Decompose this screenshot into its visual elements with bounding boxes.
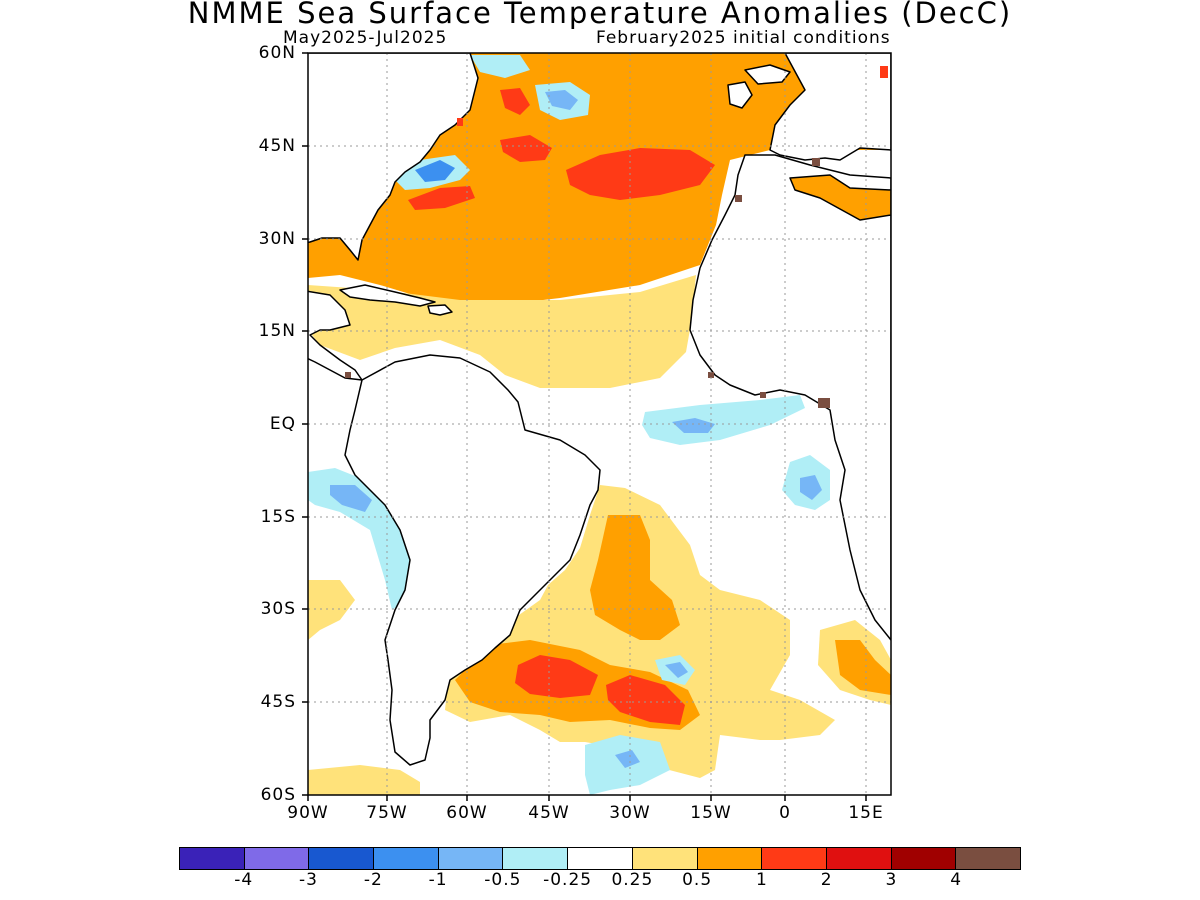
lat-label-45n: 45N — [258, 136, 296, 156]
lon-label-0: 0 — [779, 803, 791, 823]
colorbar-swatch-6 — [568, 848, 633, 869]
lon-label-60w: 60W — [446, 803, 488, 823]
anomaly-region-north-atlantic-red — [566, 148, 715, 200]
colorbar-swatch-12 — [956, 848, 1020, 869]
colorbar-label: 2 — [820, 870, 833, 890]
lat-label-15s: 15S — [260, 507, 296, 527]
anomaly-region-gulf-stream-red — [408, 186, 475, 210]
anomaly-region-south-atlantic-red-2 — [606, 675, 685, 725]
graticule — [308, 53, 891, 795]
colorbar-label: 4 — [950, 870, 963, 890]
colorbar-label: 0.5 — [682, 870, 713, 890]
lat-label-30s: 30S — [260, 599, 296, 619]
colorbar-swatch-3 — [374, 848, 439, 869]
colorbar-swatch-0 — [180, 848, 245, 869]
coastal-anomaly-specks — [345, 66, 888, 408]
initial-conditions-label: February2025 initial conditions — [596, 28, 891, 48]
colorbar-swatch-11 — [891, 848, 957, 869]
anomaly-region-equatorial-cool — [642, 395, 805, 445]
anomaly-region-northern-red — [500, 88, 530, 115]
colorbar-label: -0.25 — [543, 870, 593, 890]
anomaly-region-equatorial-blue — [672, 418, 715, 433]
anomaly-region-north-cool-2b — [545, 90, 578, 110]
lon-label-15w: 15W — [690, 803, 732, 823]
lat-label-60n: 60N — [258, 43, 296, 63]
colorbar-swatch-9 — [762, 848, 827, 869]
anomaly-region-mid-south-blue — [665, 662, 688, 678]
colorbar-legend — [179, 847, 1021, 870]
colorbar-label: -0.5 — [484, 870, 522, 890]
colorbar-swatch-2 — [309, 848, 375, 869]
iceland-island — [744, 64, 791, 85]
mediterranean-sea — [789, 174, 891, 221]
lat-label-15n: 15N — [258, 321, 296, 341]
anomaly-region-north-cool-1 — [470, 55, 530, 78]
valid-period-label: May2025-Jul2025 — [283, 28, 448, 48]
anomaly-region-southern-ocean-yellow — [308, 765, 420, 795]
colorbar-label: 3 — [885, 870, 898, 890]
colorbar-label: 0.25 — [611, 870, 654, 890]
lat-label-60s: 60S — [260, 785, 296, 805]
lat-label-30n: 30N — [258, 229, 296, 249]
lat-label-45s: 45S — [260, 692, 296, 712]
colorbar-swatch-7 — [632, 848, 698, 869]
colorbar-label: -4 — [234, 870, 254, 890]
colorbar-swatch-8 — [697, 848, 763, 869]
colorbar-swatch-4 — [438, 848, 504, 869]
colorbar-label: -3 — [299, 870, 318, 890]
hispaniola-island — [427, 304, 453, 316]
map-title: NMME Sea Surface Temperature Anomalies (… — [187, 0, 1013, 30]
anomaly-region-south-cool-blue — [615, 750, 640, 768]
colorbar-swatch-1 — [244, 848, 310, 869]
anomaly-region-newfoundland-blue — [415, 160, 455, 182]
anomaly-region-peru-blue — [330, 485, 372, 512]
lat-label-eq: EQ — [269, 414, 296, 434]
lon-label-45w: 45W — [528, 803, 570, 823]
land-layer — [308, 53, 891, 766]
europe-landmass — [769, 53, 891, 161]
cuba-island — [339, 284, 436, 307]
axis-ticks — [302, 52, 867, 801]
anomaly-region-peru-cool — [308, 468, 412, 610]
colorbar-swatch-5 — [503, 848, 569, 869]
colorbar-label: 1 — [756, 870, 768, 890]
anomaly-region-labrador-red — [500, 135, 552, 162]
anomaly-region-south-atlantic-red-1 — [515, 655, 598, 698]
colorbar-label: -2 — [363, 870, 383, 890]
north-america-landmass — [308, 53, 479, 261]
anomaly-region-southwest-yellow — [308, 580, 355, 640]
lon-label-90w: 90W — [287, 803, 329, 823]
british-isles — [727, 81, 753, 109]
lon-label-30w: 30W — [609, 803, 651, 823]
anomaly-region-benguela-orange — [835, 640, 891, 695]
lon-label-75w: 75W — [366, 803, 408, 823]
south-america-landmass — [344, 354, 601, 766]
colorbar-label: -1 — [428, 870, 448, 890]
africa-landmass — [689, 154, 891, 641]
central-america-landmass — [308, 290, 363, 381]
anomaly-region-angola-blue — [800, 475, 822, 500]
colorbar-swatch-10 — [826, 848, 892, 869]
lon-label-15e: 15E — [848, 803, 884, 823]
